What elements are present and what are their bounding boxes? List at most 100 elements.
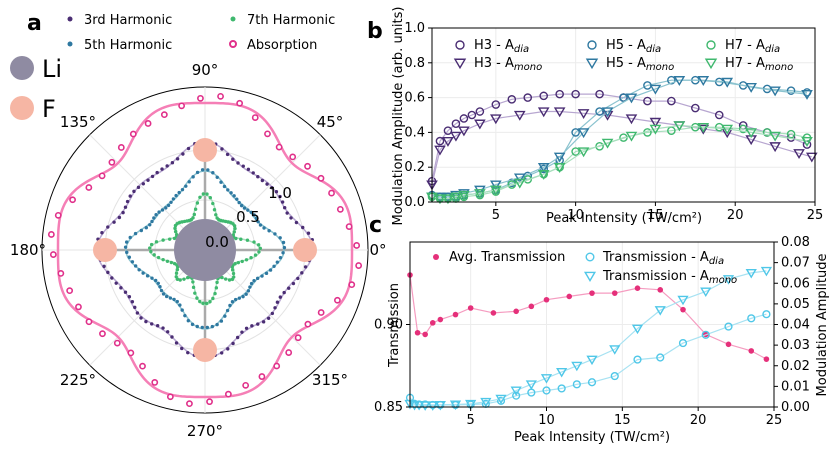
polar-point-h5 xyxy=(244,292,248,296)
b-point xyxy=(513,178,526,189)
b-point xyxy=(443,126,453,135)
polar-point-h5 xyxy=(206,168,210,172)
polar-point-h5 xyxy=(281,251,285,255)
c-legend-label-sub: mono xyxy=(709,275,737,286)
polar-point-h7 xyxy=(208,300,212,304)
polar-point-h7 xyxy=(186,275,190,280)
polar-point-h5 xyxy=(275,260,280,264)
polar-point-h5 xyxy=(215,322,219,327)
legend-marker-h7 xyxy=(230,16,236,22)
polar-point-h5 xyxy=(157,210,161,214)
c-point xyxy=(528,303,535,310)
polar-point-h3 xyxy=(251,171,255,175)
legend-label-h7: 7th Harmonic xyxy=(247,13,335,28)
polar-point-absorption xyxy=(98,172,106,180)
polar-point-h7 xyxy=(191,280,195,284)
polar-point-h7 xyxy=(198,195,202,199)
polar-point-h3 xyxy=(280,200,285,204)
b-legend-label-sub: mono xyxy=(514,62,542,73)
c-point xyxy=(557,384,566,393)
c-legend-label-main: Transmission - A xyxy=(602,250,709,265)
c-xtick-label: 10 xyxy=(538,413,555,428)
legend-marker-absorption xyxy=(229,40,237,48)
c-point xyxy=(543,296,550,303)
b-legend-label-sub: dia xyxy=(765,44,780,55)
b-point xyxy=(571,147,580,156)
b-point xyxy=(667,75,676,85)
b-point xyxy=(537,170,550,180)
polar-point-h5 xyxy=(211,171,215,175)
b-point xyxy=(801,136,813,147)
polar-point-h3 xyxy=(106,225,110,229)
b-legend-label-main: H3 - A xyxy=(474,56,514,71)
b-legend-marker xyxy=(587,40,597,50)
polar-point-h5 xyxy=(177,190,181,195)
polar-point-h5 xyxy=(249,281,254,286)
c-xtick-label: 15 xyxy=(614,413,631,428)
c-point xyxy=(413,400,425,411)
b-grid xyxy=(432,27,816,203)
b-legend-label-main: H5 - A xyxy=(606,56,646,71)
c-point xyxy=(748,348,755,354)
polar-point-h7 xyxy=(257,250,261,254)
polar-point-h5 xyxy=(152,216,156,220)
polar-point-h5 xyxy=(178,303,182,307)
polar-point-h5 xyxy=(242,206,247,210)
c-point xyxy=(654,306,666,316)
polar-point-h5 xyxy=(249,210,253,214)
polar-curve-absorption xyxy=(56,101,354,399)
polar-point-h3 xyxy=(127,295,132,299)
panel-label-a: a xyxy=(27,11,42,36)
polar-point-h5 xyxy=(235,197,239,201)
polar-point-h3 xyxy=(256,322,260,326)
c-point xyxy=(467,305,474,311)
polar-point-h3 xyxy=(100,231,104,235)
polar-angle-label: 45° xyxy=(317,113,344,131)
polar-point-h3 xyxy=(155,323,160,328)
polar-point-h3 xyxy=(180,346,184,351)
polar-point-h5 xyxy=(230,300,235,304)
b-point xyxy=(595,89,604,99)
polar-point-h7 xyxy=(161,238,165,242)
polar-point-h5 xyxy=(252,213,256,217)
polar-point-absorption xyxy=(117,144,125,151)
polar-point-h7 xyxy=(215,280,219,285)
panel-a: a 3rd Harmonic 5th Harmonic 7th Harmonic… xyxy=(10,11,387,440)
polar-point-h5 xyxy=(246,208,250,212)
c-point xyxy=(634,285,641,292)
polar-point-absorption xyxy=(294,334,302,342)
polar-point-h5 xyxy=(256,220,260,224)
c-point xyxy=(631,324,644,335)
b-point xyxy=(714,110,724,120)
b-ytick-label: 0.2 xyxy=(404,160,425,175)
polar-point-h7 xyxy=(208,195,212,200)
polar-point-h5 xyxy=(164,294,169,299)
b-xtick-label: 25 xyxy=(807,208,824,223)
polar-point-absorption xyxy=(160,111,168,119)
polar-point-h3 xyxy=(174,341,179,345)
polar-point-h5 xyxy=(161,292,166,296)
c-point xyxy=(480,397,492,408)
b-point xyxy=(601,138,614,149)
c-point xyxy=(762,310,771,319)
b-point xyxy=(434,145,446,156)
polar-point-h5 xyxy=(186,319,191,323)
panel-c: c 5 10 15 20 25 0.85 0.90 0.00 0.01 0.02 0.03 0.04 0… xyxy=(369,213,830,445)
polar-point-absorption xyxy=(289,153,297,161)
c-legend-marker xyxy=(583,271,597,282)
b-ytick-label: 0.8 xyxy=(404,56,425,71)
polar-point-h5 xyxy=(137,268,141,272)
polar-point-h3 xyxy=(296,276,300,281)
b-point xyxy=(553,163,566,173)
b-point xyxy=(490,180,502,191)
polar-point-h7 xyxy=(169,260,174,265)
polar-point-h3 xyxy=(130,300,135,304)
polar-point-h3 xyxy=(246,167,251,172)
c-point xyxy=(725,341,732,348)
b-point xyxy=(745,128,757,139)
polar-point-h3 xyxy=(123,205,128,209)
polar-point-h7 xyxy=(173,229,178,234)
polar-point-h5 xyxy=(180,308,184,312)
c-ytick-right-label: 0.06 xyxy=(781,276,810,291)
b-frame xyxy=(431,27,816,203)
